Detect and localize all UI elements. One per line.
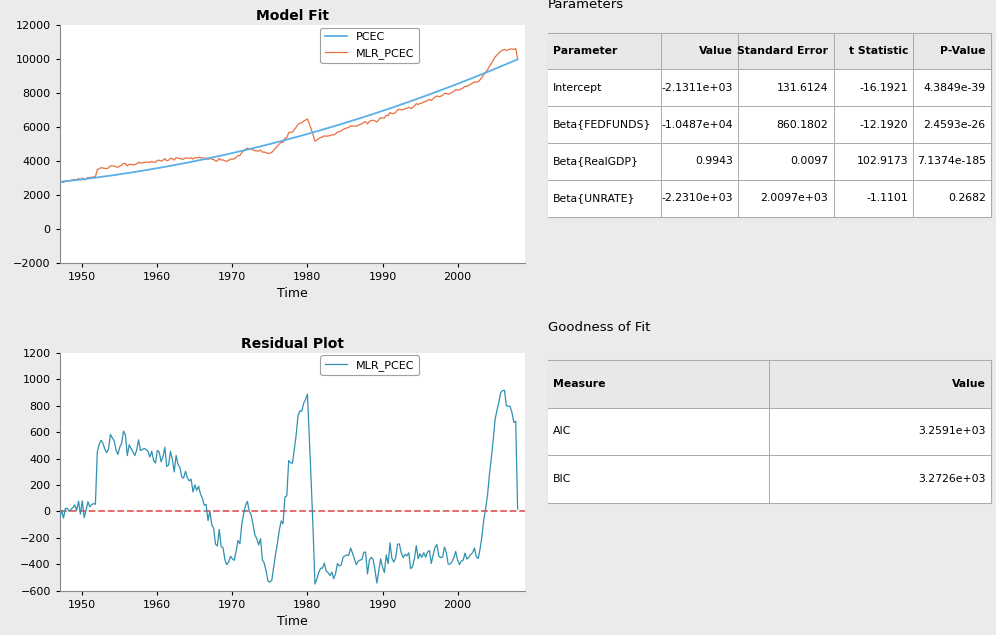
Bar [548, 408, 991, 455]
Text: 7.1374e-185: 7.1374e-185 [916, 156, 986, 166]
PCEC [272, 138, 284, 146]
Line: MLR_PCEC: MLR_PCEC [60, 48, 518, 183]
Text: AIC: AIC [553, 427, 572, 436]
Text: 3.2726e+03: 3.2726e+03 [918, 474, 986, 484]
MLR_PCEC [116, 161, 127, 169]
Title: Residual Plot: Residual Plot [241, 337, 344, 351]
PCEC [512, 55, 524, 63]
Text: Measure: Measure [553, 379, 606, 389]
Text: Beta{RealGDP}: Beta{RealGDP} [553, 156, 639, 166]
Text: Goodness of Fit: Goodness of Fit [548, 321, 650, 334]
Text: 3.2591e+03: 3.2591e+03 [918, 427, 986, 436]
MLR_PCEC [88, 173, 100, 181]
MLR_PCEC [213, 526, 225, 533]
PCEC [213, 152, 225, 160]
Text: -2.2310e+03: -2.2310e+03 [661, 193, 733, 203]
Text: -1.0487e+04: -1.0487e+04 [661, 119, 733, 130]
Text: BIC: BIC [553, 474, 572, 484]
Bar [548, 106, 991, 143]
Text: 0.2682: 0.2682 [948, 193, 986, 203]
Bar [548, 143, 991, 180]
Text: Value: Value [699, 46, 733, 56]
MLR_PCEC [281, 492, 293, 500]
Text: 102.9173: 102.9173 [857, 156, 908, 166]
MLR_PCEC [192, 153, 204, 161]
MLR_PCEC [512, 55, 524, 63]
Text: -1.1101: -1.1101 [867, 193, 908, 203]
Text: 0.0097: 0.0097 [790, 156, 829, 166]
Legend: PCEC, MLR_PCEC: PCEC, MLR_PCEC [321, 28, 419, 63]
Line: PCEC: PCEC [60, 59, 518, 182]
MLR_PCEC [512, 505, 524, 513]
Text: 131.6124: 131.6124 [777, 83, 829, 93]
MLR_PCEC [192, 483, 204, 490]
PCEC [281, 136, 293, 144]
Text: P-Value: P-Value [940, 46, 986, 56]
MLR_PCEC [281, 134, 293, 142]
Bar [548, 455, 991, 503]
Text: Value: Value [952, 379, 986, 389]
MLR_PCEC [272, 539, 284, 547]
MLR_PCEC [88, 500, 100, 507]
X-axis label: Time: Time [277, 615, 308, 628]
Text: Parameter: Parameter [553, 46, 618, 56]
Bar [548, 180, 991, 217]
Text: Intercept: Intercept [553, 83, 603, 93]
Text: Standard Error: Standard Error [737, 46, 829, 56]
Text: 2.4593e-26: 2.4593e-26 [923, 119, 986, 130]
Bar [548, 32, 991, 69]
Bar [548, 360, 991, 408]
Text: -12.1920: -12.1920 [860, 119, 908, 130]
MLR_PCEC [54, 514, 66, 521]
PCEC [54, 178, 66, 185]
Text: 0.9943: 0.9943 [695, 156, 733, 166]
MLR_PCEC [272, 142, 284, 150]
Text: 2.0097e+03: 2.0097e+03 [761, 193, 829, 203]
PCEC [192, 157, 204, 164]
Text: -2.1311e+03: -2.1311e+03 [661, 83, 733, 93]
Text: 860.1802: 860.1802 [777, 119, 829, 130]
MLR_PCEC [498, 387, 510, 394]
Text: -16.1921: -16.1921 [860, 83, 908, 93]
X-axis label: Time: Time [277, 288, 308, 300]
Bar [548, 32, 991, 217]
PCEC [88, 174, 100, 182]
Text: t Statistic: t Statistic [849, 46, 908, 56]
Text: Beta{UNRATE}: Beta{UNRATE} [553, 193, 635, 203]
Bar [548, 360, 991, 503]
Bar [548, 69, 991, 106]
PCEC [116, 170, 127, 178]
Text: 4.3849e-39: 4.3849e-39 [923, 83, 986, 93]
Text: Beta{FEDFUNDS}: Beta{FEDFUNDS} [553, 119, 651, 130]
Title: Model Fit: Model Fit [256, 9, 329, 23]
Text: Parameters: Parameters [548, 0, 623, 11]
MLR_PCEC [116, 439, 127, 447]
MLR_PCEC [309, 580, 321, 588]
MLR_PCEC [510, 44, 522, 52]
Legend: MLR_PCEC: MLR_PCEC [321, 356, 419, 375]
Line: MLR_PCEC: MLR_PCEC [60, 391, 518, 584]
MLR_PCEC [213, 154, 225, 162]
MLR_PCEC [54, 179, 66, 187]
